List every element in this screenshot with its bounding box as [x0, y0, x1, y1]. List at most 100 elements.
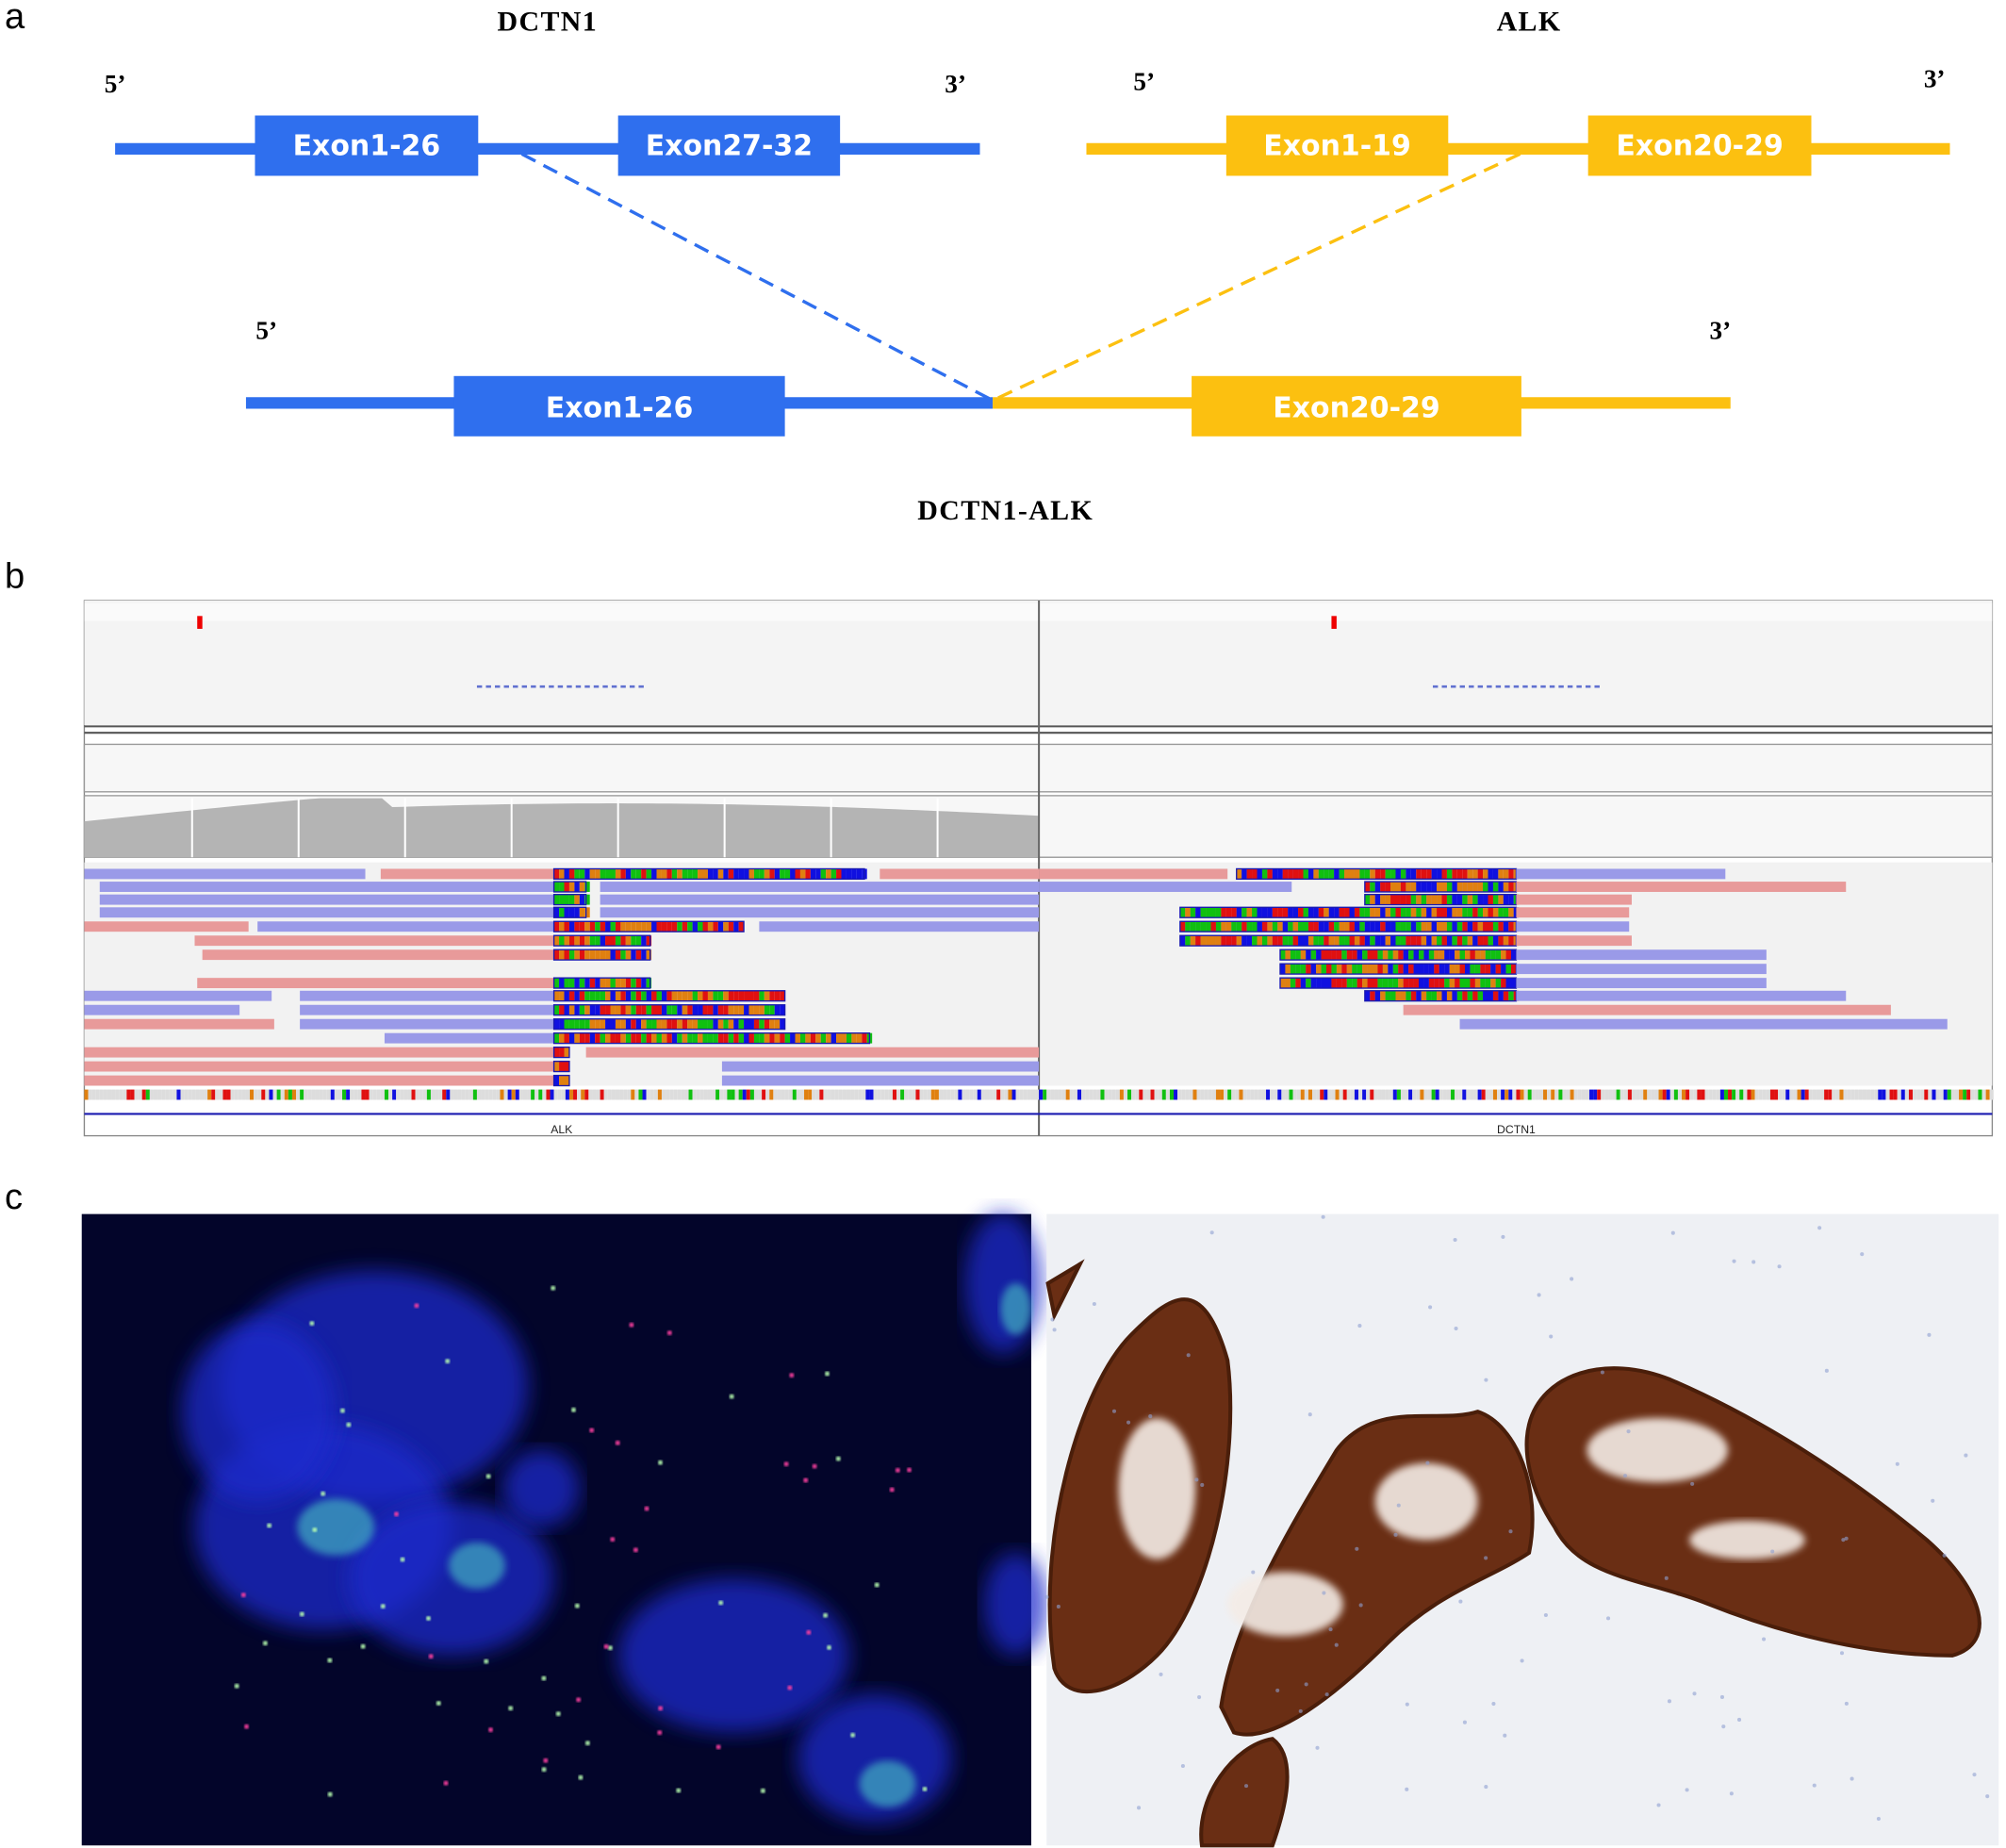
read-outline	[552, 1018, 786, 1031]
mismatch	[784, 1032, 791, 1044]
mismatch	[635, 1004, 642, 1015]
sequence-base	[954, 1089, 959, 1100]
fish-signal	[380, 1604, 386, 1609]
sequence-base	[515, 1089, 519, 1100]
mismatch	[1206, 907, 1211, 918]
sequence-base	[461, 1089, 466, 1100]
mismatch	[1406, 882, 1411, 892]
sequence-base	[1015, 1089, 1020, 1100]
mismatch	[1364, 935, 1371, 947]
mismatch	[595, 1018, 600, 1030]
mismatch	[1236, 935, 1242, 947]
sequence-base	[195, 1089, 200, 1100]
mismatch	[707, 1032, 714, 1044]
mismatch	[1501, 978, 1506, 989]
mismatch	[1357, 949, 1363, 961]
mismatch	[1373, 949, 1378, 961]
sequence-base	[603, 1089, 608, 1100]
sequence-base	[1481, 1089, 1486, 1100]
mismatch	[753, 1018, 760, 1030]
sequence-base	[276, 1089, 281, 1100]
mismatch	[1416, 990, 1422, 1001]
sequence-base	[1908, 1089, 1914, 1100]
mismatch	[1241, 921, 1247, 932]
sequence-base	[1839, 1089, 1844, 1100]
fish-signal	[321, 1491, 326, 1496]
sequence-base	[361, 1089, 366, 1100]
mismatch	[1441, 868, 1447, 880]
sequence-base	[446, 1089, 451, 1100]
sequence-base	[1427, 1089, 1432, 1100]
mismatch	[723, 1004, 729, 1015]
sequence-base	[681, 1089, 685, 1100]
mismatch	[1446, 882, 1453, 892]
fish-signal	[823, 1612, 829, 1618]
stroma-nucleus	[1186, 1353, 1191, 1358]
mismatch	[1303, 868, 1308, 880]
sequence-base	[1423, 1089, 1428, 1100]
stroma-nucleus	[1126, 1420, 1131, 1425]
stroma-nucleus	[1817, 1226, 1822, 1230]
mismatch	[810, 1032, 816, 1044]
sequence-base	[869, 1089, 874, 1100]
mismatch	[1267, 907, 1273, 918]
sequence-base	[888, 1089, 893, 1100]
mismatch	[1408, 964, 1414, 975]
mismatch	[625, 921, 632, 932]
mismatch	[620, 1004, 626, 1015]
mismatch	[795, 868, 800, 880]
sequence-base	[684, 1089, 689, 1100]
mismatch	[568, 978, 575, 989]
sequence-base	[1793, 1089, 1798, 1100]
sequence-base	[1762, 1089, 1767, 1100]
stroma-nucleus	[1985, 1794, 1990, 1799]
stroma-nucleus	[1690, 1481, 1695, 1486]
mismatch	[568, 868, 575, 880]
read-outline	[552, 1032, 871, 1045]
mismatch	[1431, 935, 1438, 947]
mismatch	[1452, 935, 1457, 947]
sequence-base	[1581, 1089, 1586, 1100]
mismatch	[830, 868, 837, 880]
mismatch	[1480, 978, 1486, 989]
stroma-nucleus	[1895, 1461, 1899, 1466]
sequence-base	[1405, 1089, 1409, 1100]
mismatch	[1492, 894, 1499, 905]
mismatch	[795, 1032, 800, 1044]
mismatch	[651, 868, 657, 880]
mismatch	[1388, 978, 1393, 989]
sequence-base	[1331, 1089, 1336, 1100]
sequence-base	[738, 1089, 743, 1100]
sequence-base	[1593, 1089, 1598, 1100]
mismatch	[759, 1004, 765, 1015]
lumen	[1374, 1462, 1478, 1541]
mismatch	[1428, 964, 1435, 975]
mismatch	[1416, 907, 1422, 918]
mismatch	[682, 1018, 688, 1030]
mismatch	[1406, 990, 1411, 1001]
mismatch	[1303, 935, 1308, 947]
mismatch	[559, 921, 565, 932]
stroma-nucleus	[1298, 1708, 1303, 1713]
mismatch	[1426, 882, 1432, 892]
sequence-base	[1492, 1089, 1498, 1100]
read	[1516, 907, 1630, 918]
sequence-base	[1370, 1089, 1374, 1100]
mismatch	[610, 935, 616, 947]
sequence-base	[1719, 1089, 1724, 1100]
sequence-base	[1723, 1089, 1729, 1100]
mismatch	[553, 1075, 560, 1086]
sequence-base	[1728, 1089, 1733, 1100]
read-outline	[1364, 881, 1518, 893]
mismatch	[564, 978, 569, 989]
mismatch	[702, 990, 708, 1001]
stroma-nucleus	[1092, 1301, 1096, 1307]
exon-label: Exon20-29	[1273, 391, 1439, 424]
mismatch	[1400, 907, 1406, 918]
mismatch	[1346, 964, 1353, 975]
mismatch	[574, 894, 580, 905]
mismatch	[1388, 949, 1393, 961]
mismatch	[589, 949, 596, 961]
mismatch	[1185, 935, 1191, 947]
fish-signal	[426, 1616, 431, 1621]
